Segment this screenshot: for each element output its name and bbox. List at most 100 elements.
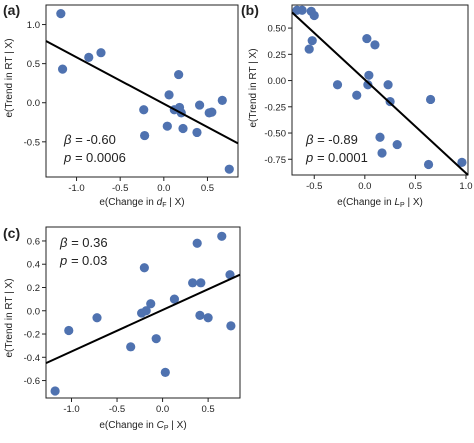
data-point [370,40,380,50]
y-tick-label: -0.75 [264,155,286,166]
y-axis-label: e(Trend in RT | X) [4,38,15,117]
data-point [375,132,385,142]
regression-line [291,11,469,176]
y-tick-label: -0.25 [264,102,286,113]
stats-annotation: β = -0.60 p = 0.0006 [63,132,126,165]
data-point [307,36,317,46]
x-ticks: -1.0 -0.5 0.0 0.5 [63,398,215,415]
x-ticks: -0.5 0.0 0.5 1.0 [306,175,473,192]
data-point [56,9,66,19]
data-point [92,313,102,323]
y-tick-label: 0.2 [27,283,40,294]
y-axis-label-group: e(Trend in RT | X) [4,38,15,117]
data-point [169,294,180,304]
data-point [457,157,467,168]
beta-stat: β = -0.60 [63,132,116,147]
y-axis-label: e(Trend in RT | X) [4,278,15,357]
data-point [304,44,314,54]
data-point [141,306,151,316]
y-tick-label: 0.6 [27,236,40,247]
data-point [383,80,393,90]
stats-annotation: β = 0.36 p = 0.03 [59,235,108,268]
data-point [225,270,235,280]
data-point [174,69,184,80]
data-point [195,310,205,321]
x-tick-label: 0.0 [156,404,169,415]
y-tick-label: 0.0 [27,98,40,109]
data-point [178,123,188,134]
data-point [217,231,227,241]
x-tick-label: 0.5 [202,404,215,415]
panel-label: (c) [3,225,20,241]
data-point [162,121,172,131]
plot-frame [45,226,241,399]
y-tick-label: 1.0 [27,20,40,31]
y-tick-label: 0.5 [27,59,40,70]
data-point [84,52,94,62]
y-tick-label: -0.6 [24,376,40,387]
x-tick-label: 1.0 [459,181,472,192]
data-point [195,100,205,110]
data-point [96,48,106,58]
data-point [423,159,434,170]
y-axis-label: e(Trend in RT | X) [248,48,259,127]
regression-line [45,273,241,365]
y-tick-label: 0.0 [27,306,40,317]
x-tick-label: 0.0 [157,183,170,194]
data-point [164,90,174,100]
x-ticks: -1.0 -0.5 0.0 0.5 [68,177,214,194]
y-tick-label: -0.4 [24,353,40,364]
x-tick-label: -0.5 [306,181,322,192]
data-point [139,263,149,273]
panel-c: (c) e(Trend in RT | X) -1.0 -0.5 0.0 0.5 -0… [3,225,241,432]
data-point [203,313,213,323]
y-tick-label: -0.5 [24,137,40,148]
x-axis-label: e(Change in dF | X) [99,197,184,209]
data-point [297,5,307,15]
data-point [140,130,150,141]
plot-frame [291,4,469,176]
data-point [392,139,402,150]
y-tick-label: 0.4 [27,260,40,271]
y-ticks: -0.75 -0.50 -0.25 0.00 0.25 0.50 [264,24,292,166]
panel-b: (b) e(Trend in RT | X) -0.5 0.0 0.5 1.0 -0.… [241,2,473,209]
y-tick-label: -0.50 [264,129,286,140]
p-stat: p = 0.03 [59,253,107,268]
beta-stat: β = -0.89 [305,132,358,147]
x-tick-label: 0.5 [409,181,422,192]
data-point [151,334,161,344]
y-tick-label: 0.00 [268,76,287,87]
data-point [126,342,136,352]
scatter-points [50,231,236,396]
data-point [160,367,170,378]
data-point [362,33,372,44]
data-point [363,80,373,90]
regression-line [45,40,239,145]
data-point [364,70,374,80]
data-point [192,238,202,248]
x-tick-label: 0.5 [201,183,214,194]
data-point [352,90,362,100]
data-point [192,127,202,138]
data-point [50,386,60,396]
x-tick-label: -0.5 [109,404,125,415]
plot-frame [45,4,239,178]
x-axis-label: e(Change in CP | X) [99,420,186,432]
data-point [207,107,217,117]
p-stat: p = 0.0001 [305,150,368,165]
x-tick-label: -1.0 [63,404,79,415]
panel-label: (b) [241,2,259,18]
x-tick-label: -1.0 [68,183,84,194]
scatter-points [292,5,467,170]
x-tick-label: -0.5 [112,183,128,194]
data-point [332,80,343,90]
p-stat: p = 0.0006 [63,150,126,165]
y-tick-label: 0.50 [268,24,287,35]
data-point [226,321,236,331]
y-tick-label: -0.2 [24,330,40,341]
data-point [196,278,206,288]
x-axis-label: e(Change in LP | X) [337,197,423,209]
y-tick-label: 0.25 [268,50,287,61]
x-tick-label: 0.0 [358,181,371,192]
